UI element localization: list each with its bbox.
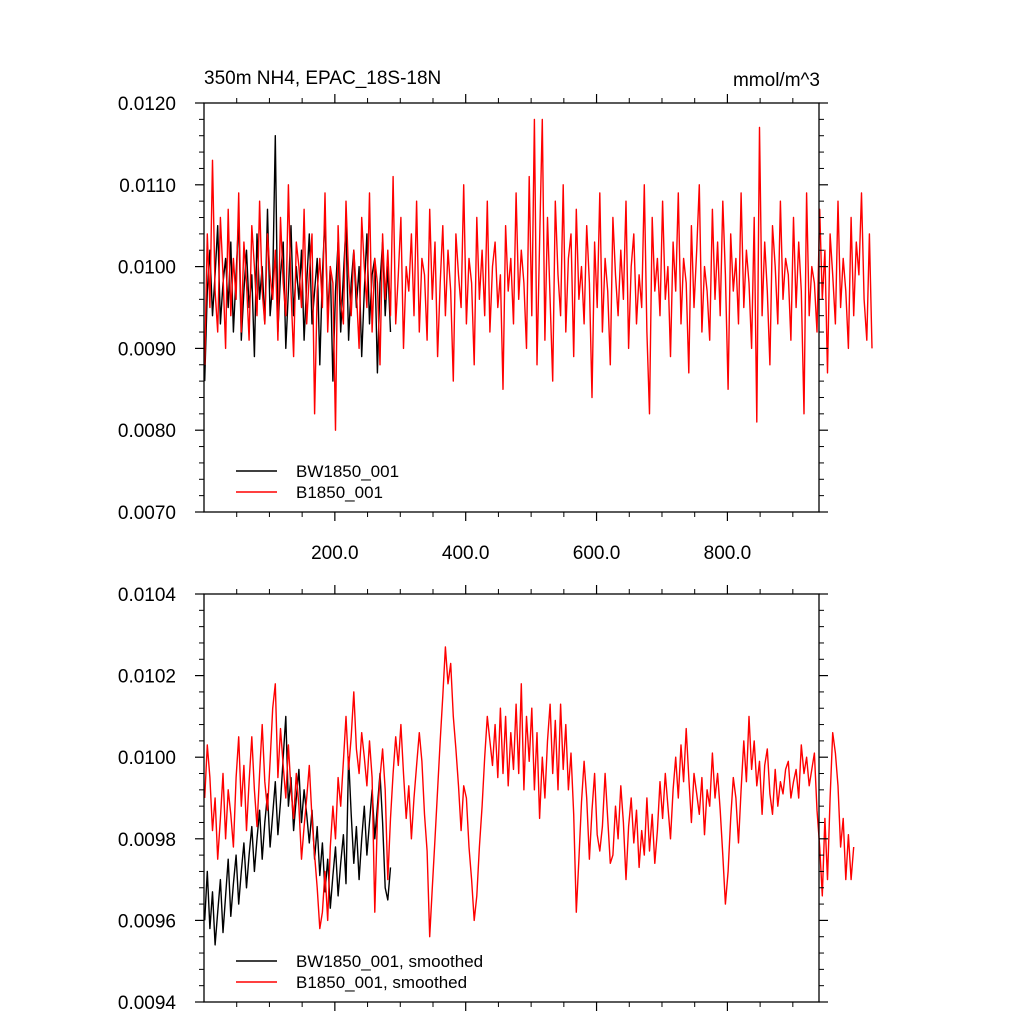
legend-label-bw1850: BW1850_001 bbox=[296, 462, 399, 481]
y-tick-label-1-1: 0.0096 bbox=[118, 911, 176, 932]
top-chart-title: 350m NH4, EPAC_18S-18N bbox=[204, 68, 441, 89]
top-series-layer bbox=[204, 118, 873, 431]
y-tick-label-0-3: 0.0100 bbox=[118, 258, 176, 279]
x-tick-label-0: 200.0 bbox=[311, 543, 359, 564]
y-tick-label-0-2: 0.0090 bbox=[118, 339, 176, 360]
y-tick-label-1-0: 0.0094 bbox=[118, 993, 177, 1014]
legend-label-bw1850-smoothed: BW1850_001, smoothed bbox=[296, 952, 483, 971]
top-panel: 350m NH4, EPAC_18S-18N mmol/m^3 0.00700.… bbox=[118, 68, 873, 564]
y-tick-label-1-3: 0.0100 bbox=[118, 748, 176, 769]
y-tick-label-0-1: 0.0080 bbox=[118, 421, 176, 442]
bottom-series-layer bbox=[204, 646, 855, 946]
y-tick-label-0-4: 0.0110 bbox=[119, 176, 176, 197]
y-tick-label-1-5: 0.0104 bbox=[118, 585, 177, 606]
legend-label-b1850-smoothed: B1850_001, smoothed bbox=[296, 973, 467, 992]
top-legend: BW1850_001 B1850_001 bbox=[236, 462, 399, 502]
bottom-axes: 0.0094 0.0096 0.0098 0.0100 0.0102 0.0104 bbox=[118, 585, 828, 1014]
x-tick-label-3: 800.0 bbox=[704, 543, 752, 564]
top-axes: 0.0070 0.0080 0.0090 0.0100 0.0110 0.0120 200.… bbox=[118, 94, 828, 564]
x-tick-label-2: 600.0 bbox=[573, 543, 621, 564]
top-chart-units: mmol/m^3 bbox=[733, 70, 820, 91]
x-tick-label-1: 400.0 bbox=[442, 543, 490, 564]
plot-frame-1 bbox=[203, 593, 820, 1003]
series-line-0-1 bbox=[204, 118, 873, 431]
y-tick-label-0-5: 0.0120 bbox=[118, 94, 176, 115]
y-tick-label-0-0: 0.0070 bbox=[118, 503, 176, 524]
legend-label-b1850: B1850_001 bbox=[296, 483, 383, 502]
y-tick-label-1-4: 0.0102 bbox=[118, 667, 176, 688]
bottom-panel: 0.0094 0.0096 0.0098 0.0100 0.0102 0.0104 BW1… bbox=[118, 585, 855, 1014]
plot-frame-0 bbox=[203, 102, 820, 513]
series-line-1-1 bbox=[204, 646, 855, 938]
bottom-legend: BW1850_001, smoothed B1850_001, smoothed bbox=[236, 952, 483, 992]
y-tick-label-1-2: 0.0098 bbox=[118, 830, 176, 851]
